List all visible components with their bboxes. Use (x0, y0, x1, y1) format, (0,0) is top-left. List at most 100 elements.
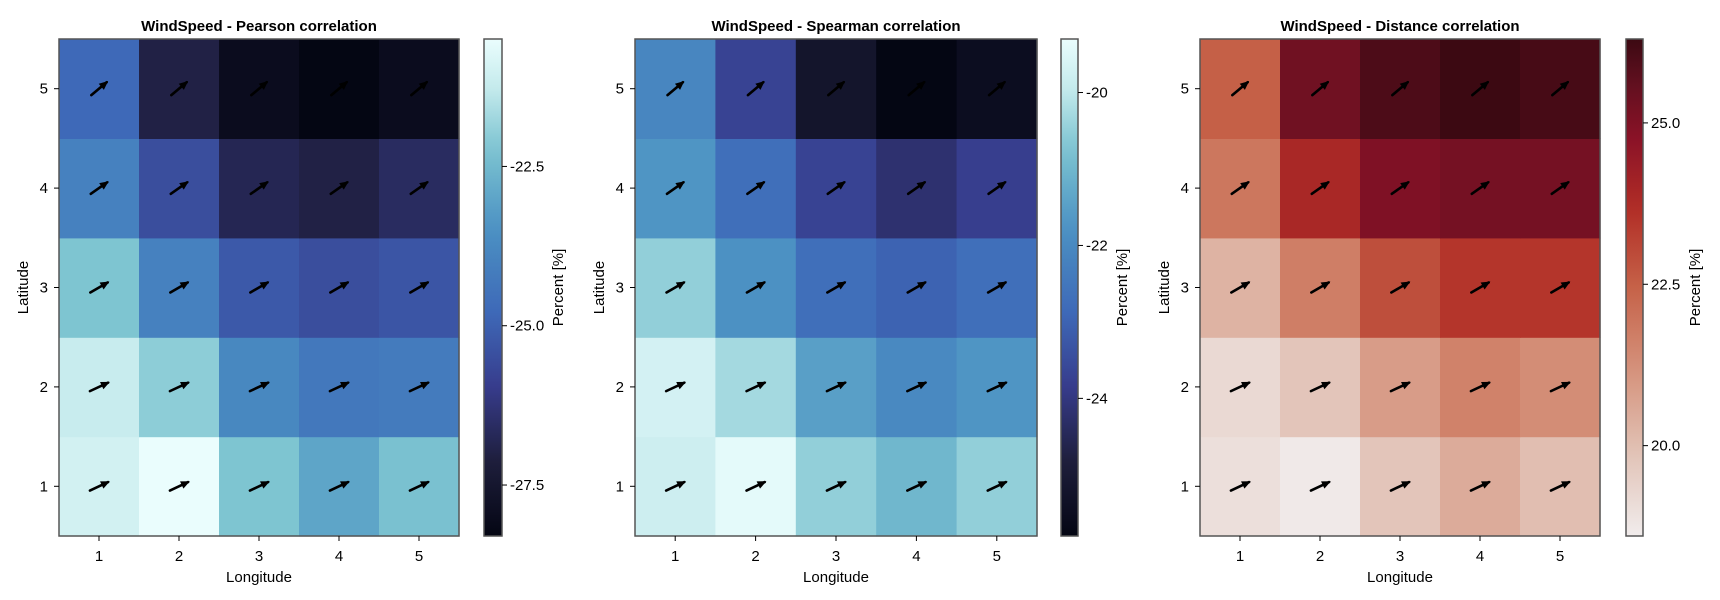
wind-arrow (1310, 281, 1331, 294)
wind-arrow-head (1320, 281, 1331, 290)
wind-arrow (168, 381, 190, 393)
x-tick-label: 5 (993, 548, 1001, 565)
wind-arrow (986, 281, 1008, 294)
wind-arrow-head (1560, 181, 1570, 190)
wind-arrow (1229, 480, 1251, 492)
colorbar-tick-label: -25.0 (510, 318, 544, 335)
wind-arrow (1390, 181, 1410, 196)
wind-arrow (986, 480, 1008, 492)
x-tick-label: 1 (671, 548, 679, 565)
y-tick-label: 4 (40, 180, 48, 197)
wind-arrow (1231, 80, 1250, 97)
colorbar-tick-label: -22 (1086, 237, 1108, 254)
y-tick-label: 2 (40, 379, 48, 396)
wind-arrow-head (1241, 481, 1251, 489)
wind-arrow (328, 480, 350, 492)
colorbar-label: Percent [%] (1687, 249, 1704, 327)
wind-arrow-head (1241, 381, 1251, 390)
y-tick-label: 3 (40, 280, 48, 297)
wind-arrow-head (756, 481, 767, 489)
x-tick-label: 4 (335, 548, 343, 565)
y-axis-label: Latitude (15, 261, 32, 314)
wind-arrow (746, 80, 765, 97)
chart-title: WindSpeed - Pearson correlation (141, 18, 377, 35)
y-tick-label: 5 (1181, 81, 1189, 98)
x-tick-label: 4 (1476, 548, 1484, 565)
wind-arrow-head (997, 281, 1008, 290)
wind-arrow (1549, 480, 1571, 492)
x-axis-label: Longitude (226, 569, 292, 586)
y-tick-label: 1 (616, 478, 624, 495)
wind-arrow (329, 181, 349, 196)
colorbar-tick-label: 22.5 (1651, 276, 1680, 293)
wind-arrow (664, 480, 687, 492)
wind-arrow (168, 480, 190, 492)
wind-arrow-head (98, 80, 109, 90)
wind-arrow-head (178, 80, 189, 90)
wind-arrow (408, 480, 430, 492)
y-axis-label: Latitude (1156, 261, 1173, 314)
y-tick-label: 2 (1181, 379, 1189, 396)
wind-arrow-head (260, 481, 270, 489)
wind-arrow-head (260, 381, 270, 390)
wind-arrow-head (180, 381, 190, 390)
wind-arrow (169, 281, 190, 294)
wind-arrow-head (837, 381, 847, 390)
wind-arrow-head (1319, 80, 1330, 90)
wind-arrow (1550, 181, 1570, 196)
wind-arrow-head (1240, 281, 1251, 290)
wind-arrow-head (997, 481, 1008, 489)
chart-panel-1: WindSpeed - Pearson correlation 1 2 3 4 5 1 2 3 4… (15, 18, 567, 586)
y-tick-label: 4 (616, 180, 624, 197)
wind-arrow-head (1321, 481, 1331, 489)
chart-panel-3: WindSpeed - Distance correlation 1 2 3 4 5 1 2 3… (1156, 18, 1704, 586)
colorbar-tick-label: -24 (1086, 390, 1108, 407)
wind-arrow (987, 80, 1006, 97)
wind-arrow (1230, 281, 1251, 294)
x-axis-label: Longitude (803, 569, 869, 586)
wind-arrow-head (100, 381, 110, 390)
wind-arrow-head (996, 80, 1006, 90)
wind-arrow-head (339, 181, 349, 190)
wind-arrow-head (258, 80, 269, 90)
wind-arrow-head (755, 80, 765, 90)
wind-arrow (906, 480, 928, 492)
wind-arrow (1470, 181, 1490, 196)
colorbar-tick-label: 25.0 (1651, 115, 1680, 132)
wind-arrow-head (836, 181, 846, 190)
wind-arrow (249, 281, 270, 294)
y-tick-label: 5 (616, 81, 624, 98)
x-tick-label: 2 (1316, 548, 1324, 565)
wind-arrow (170, 80, 189, 97)
wind-arrow (248, 381, 270, 393)
wind-arrow (827, 80, 846, 97)
wind-arrow-head (99, 181, 109, 190)
wind-arrow (330, 80, 349, 97)
x-tick-label: 5 (1556, 548, 1564, 565)
y-tick-label: 3 (1181, 280, 1189, 297)
wind-arrow (1389, 480, 1411, 492)
wind-arrow (1471, 80, 1490, 97)
y-tick-label: 2 (616, 379, 624, 396)
wind-arrow-head (419, 281, 430, 290)
x-tick-label: 3 (255, 548, 263, 565)
wind-arrow-head (676, 381, 687, 390)
wind-arrow (1310, 181, 1330, 196)
wind-arrow-head (420, 481, 430, 489)
colorbar-label: Percent [%] (1114, 249, 1131, 327)
wind-arrow (986, 381, 1008, 393)
wind-arrow (664, 381, 687, 393)
wind-arrow-head (100, 481, 110, 489)
wind-arrow (825, 381, 847, 393)
wind-arrow (328, 381, 350, 393)
wind-arrow (826, 281, 847, 294)
wind-arrow (410, 80, 429, 97)
wind-arrow-head (1321, 381, 1331, 390)
wind-arrow-head (917, 481, 928, 489)
wind-arrow (1550, 281, 1571, 294)
wind-arrow-head (1481, 481, 1491, 489)
wind-arrow (1309, 381, 1331, 393)
chart-panel-2: WindSpeed - Spearman correlation 1 2 3 4 5 1 2 3… (591, 18, 1131, 586)
wind-arrow-head (674, 80, 685, 90)
wind-arrow (1389, 381, 1411, 393)
